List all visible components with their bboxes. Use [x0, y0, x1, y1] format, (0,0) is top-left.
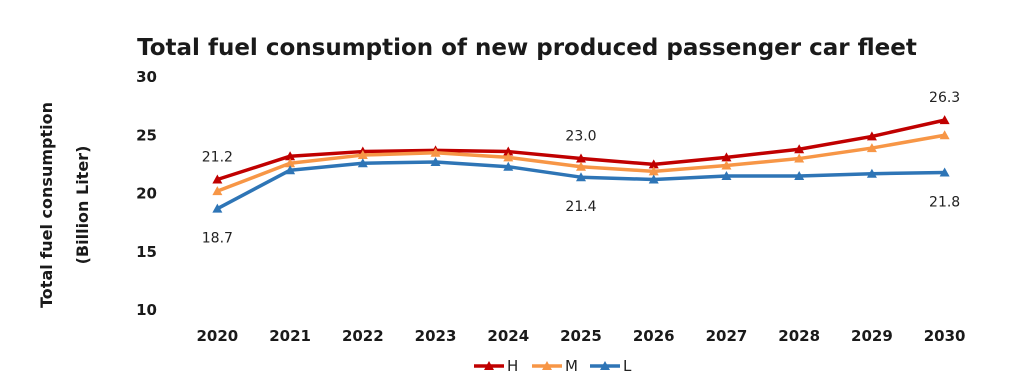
legend-marker: [484, 361, 494, 370]
data-point-m: [430, 147, 441, 157]
data-point-l: [939, 167, 950, 177]
data-point-l: [430, 157, 441, 167]
data-point-l: [721, 171, 732, 181]
data-point-h: [939, 115, 950, 125]
legend-item-l: L: [590, 357, 632, 375]
y-axis-label: Total fuel consumption: [37, 102, 56, 308]
data-point-l: [794, 171, 805, 181]
data-point-m: [866, 143, 877, 153]
data-point-m: [357, 150, 368, 160]
data-label: 18.7: [202, 231, 233, 247]
y-tick-label: 10: [136, 301, 157, 319]
legend-item-m: M: [532, 357, 578, 375]
data-point-h: [285, 151, 296, 161]
data-point-l: [866, 168, 877, 178]
x-axis-ticks: 2020 2021 2022 2023 2024 2025 2026 2027 2028 2029…: [196, 327, 965, 345]
x-tick-label: 2026: [633, 327, 675, 345]
x-tick-label: 2025: [560, 327, 602, 345]
data-point-l: [576, 172, 586, 182]
data-label: 21.2: [202, 150, 233, 166]
data-point-m: [794, 153, 805, 163]
data-point-h: [794, 144, 805, 154]
data-point-h: [866, 131, 877, 141]
x-tick-label: 2022: [342, 327, 384, 345]
series-l: [212, 157, 950, 213]
x-tick-label: 2028: [778, 327, 820, 345]
data-label: 26.3: [929, 90, 960, 106]
x-tick-label: 2027: [706, 327, 748, 345]
data-point-m: [721, 160, 732, 170]
legend-label: M: [565, 357, 578, 375]
data-point-l: [357, 158, 368, 168]
data-point-m: [212, 186, 223, 196]
data-point-h: [212, 174, 223, 184]
data-point-m: [939, 130, 950, 140]
legend-label: L: [623, 357, 632, 375]
data-point-m: [648, 166, 659, 176]
series-layer: [212, 115, 950, 213]
data-point-h: [721, 152, 732, 162]
x-tick-label: 2029: [851, 327, 893, 345]
x-tick-label: 2030: [924, 327, 966, 345]
legend-marker: [542, 361, 552, 370]
y-tick-label: 15: [136, 243, 157, 261]
data-point-h: [648, 159, 659, 169]
data-point-l: [285, 165, 296, 175]
data-label: 21.4: [565, 199, 596, 215]
y-tick-label: 20: [136, 185, 157, 203]
data-label: 23.0: [565, 129, 596, 145]
y-tick-label: 25: [136, 126, 157, 144]
chart-title: Total fuel consumption of new produced p…: [137, 35, 917, 61]
y-tick-label: 30: [136, 68, 157, 86]
data-point-m: [285, 158, 296, 168]
data-point-l: [648, 174, 659, 184]
y-axis-ticks: 10 15 20 25 30: [136, 68, 157, 319]
data-label: 21.8: [929, 195, 960, 211]
legend-item-h: H: [474, 357, 518, 375]
data-point-h: [503, 146, 514, 156]
data-labels: 21.2 18.7 23.0 21.4 26.3 21.8: [202, 90, 960, 247]
data-point-m: [576, 161, 586, 171]
x-tick-label: 2020: [196, 327, 238, 345]
x-tick-label: 2021: [269, 327, 311, 345]
x-tick-label: 2024: [487, 327, 529, 345]
data-point-h: [576, 153, 586, 163]
data-point-m: [503, 152, 514, 162]
series-m: [212, 130, 950, 196]
data-point-l: [212, 203, 223, 213]
legend-label: H: [507, 357, 518, 375]
y-axis-label-unit: (Billion Liter): [73, 146, 92, 265]
legend-marker: [600, 361, 610, 370]
data-point-l: [503, 161, 514, 171]
x-tick-label: 2023: [415, 327, 457, 345]
